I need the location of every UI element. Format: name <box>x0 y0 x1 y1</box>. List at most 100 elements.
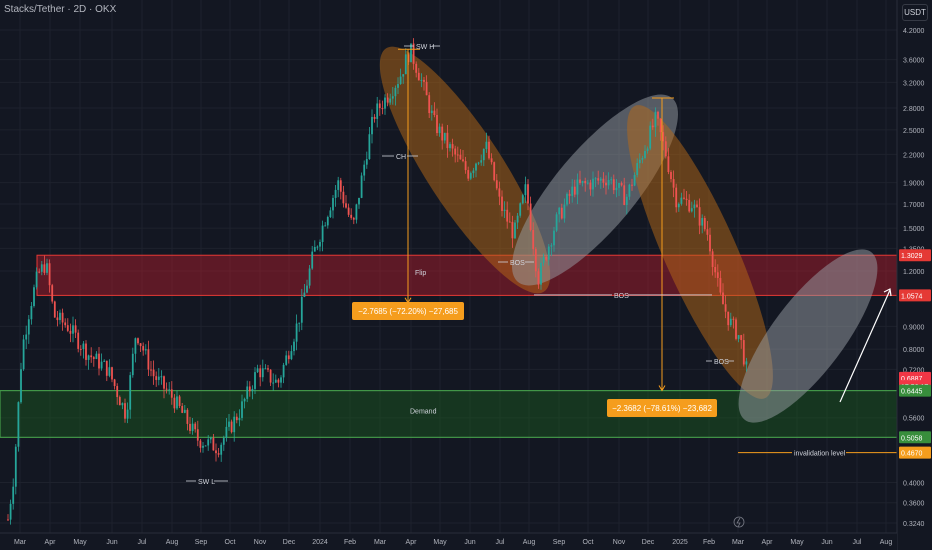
measure-text-1: −2.7685 (−72.20%) −27,685 <box>358 307 458 316</box>
candle-body-6 <box>22 339 25 370</box>
demand-zone-label: Demand <box>410 409 437 416</box>
candle-body-140 <box>371 116 373 135</box>
candle-body-165 <box>436 115 438 134</box>
candle-body-70 <box>189 423 191 431</box>
candle-body-126 <box>334 189 337 198</box>
candle-body-196 <box>516 215 519 223</box>
candle-body-8 <box>27 319 30 335</box>
time-tick-15: Jun <box>464 539 475 546</box>
candle-body-75 <box>202 445 204 448</box>
candle-body-55 <box>150 369 152 371</box>
candle-body-207 <box>545 256 548 260</box>
candle-body-58 <box>157 376 160 380</box>
candle-body-169 <box>446 132 449 149</box>
candle-body-242 <box>636 163 639 176</box>
candle-body-33 <box>92 357 95 359</box>
candle-body-115 <box>306 285 308 293</box>
candle-body-109 <box>290 351 293 360</box>
candle-body-62 <box>168 389 171 391</box>
candle-body-197 <box>519 203 522 216</box>
price-axis[interactable]: 4.2000 3.6000 3.2000 2.8000 2.5000 2.2000 1.90… <box>896 0 932 550</box>
invalidation-label: invalidation level <box>794 451 846 458</box>
candle-body-230 <box>605 182 607 186</box>
candle-body-213 <box>560 207 563 219</box>
candle-body-56 <box>152 369 155 377</box>
candle-body-184 <box>485 141 488 149</box>
candle-body-30 <box>85 343 87 360</box>
candle-body-272 <box>714 266 717 273</box>
candle-body-61 <box>165 388 168 390</box>
candle-body-114 <box>303 292 306 297</box>
candle-body-13 <box>40 264 43 272</box>
candle-body-183 <box>482 148 485 161</box>
candle-body-40 <box>111 367 113 380</box>
candle-body-31 <box>87 355 90 360</box>
candle-body-54 <box>147 349 150 370</box>
candle-body-279 <box>732 318 735 320</box>
time-axis-bg <box>0 533 897 550</box>
candle-body-93 <box>248 386 251 392</box>
candle-body-132 <box>350 214 353 218</box>
time-tick-17: Aug <box>523 539 536 546</box>
candle-body-219 <box>576 179 579 195</box>
candle-body-181 <box>477 162 480 164</box>
supply-zone <box>36 254 898 296</box>
candle-body-238 <box>625 196 628 205</box>
candle-body-38 <box>105 360 108 376</box>
candle-body-97 <box>259 368 262 378</box>
candle-body-68 <box>183 409 186 413</box>
candle-body-212 <box>558 207 561 215</box>
candle-body-232 <box>610 179 613 181</box>
candle-body-16 <box>48 263 51 286</box>
candle-body-47 <box>129 375 132 410</box>
candle-body-195 <box>514 222 516 239</box>
candle-body-247 <box>649 125 652 149</box>
candle-body-42 <box>116 386 119 398</box>
candle-body-76 <box>204 445 207 447</box>
time-tick-13: Apr <box>406 539 418 546</box>
measure-text-2: −2.3682 (−78.61%) −23,682 <box>612 404 712 413</box>
candle-body-59 <box>160 376 163 378</box>
candle-body-101 <box>269 369 272 383</box>
candle-body-65 <box>176 396 178 409</box>
candle-body-256 <box>672 179 675 188</box>
time-axis[interactable]: Mar Apr May Jun Jul Aug Sep Oct Nov Dec 2024 Feb Mar… <box>0 532 897 550</box>
candle-body-164 <box>433 110 436 116</box>
candle-body-255 <box>670 172 672 180</box>
candle-body-278 <box>729 318 732 326</box>
price-badge-6: 0.4670 <box>901 451 923 458</box>
candle-body-276 <box>724 304 727 312</box>
time-tick-24: Mar <box>732 539 745 546</box>
measure-box-2 <box>607 399 717 417</box>
currency-badge[interactable]: USDT <box>902 4 928 21</box>
candle-body-129 <box>342 191 345 204</box>
candle-body-237 <box>623 185 626 205</box>
price-tick-5: 2.2000 <box>903 152 925 159</box>
candle-body-105 <box>280 377 282 383</box>
candle-body-261 <box>685 198 688 200</box>
candle-body-135 <box>358 197 360 205</box>
candle-body-177 <box>467 170 470 179</box>
candle-body-41 <box>113 379 116 387</box>
candle-body-229 <box>602 178 605 183</box>
candle-body-144 <box>381 108 384 110</box>
candle-body-258 <box>677 203 680 208</box>
candle-body-208 <box>547 246 550 260</box>
lightning-icon-bolt <box>736 517 741 528</box>
price-badge-bg-1 <box>899 289 931 302</box>
time-tick-4: Jul <box>138 539 147 546</box>
supply-zone-label: Flip <box>415 270 426 277</box>
candle-body-231 <box>607 180 610 186</box>
candle-body-29 <box>82 343 85 350</box>
candle-body-18 <box>53 301 56 318</box>
candle-body-98 <box>261 368 264 378</box>
candle-body-89 <box>238 417 241 421</box>
candle-body-188 <box>495 180 498 189</box>
candle-body-263 <box>690 208 693 212</box>
candle-body-142 <box>376 103 379 119</box>
candle-body-282 <box>740 335 743 341</box>
candle-body-179 <box>472 170 475 174</box>
candle-body-210 <box>553 230 555 246</box>
price-tick-3: 2.8000 <box>903 106 925 113</box>
